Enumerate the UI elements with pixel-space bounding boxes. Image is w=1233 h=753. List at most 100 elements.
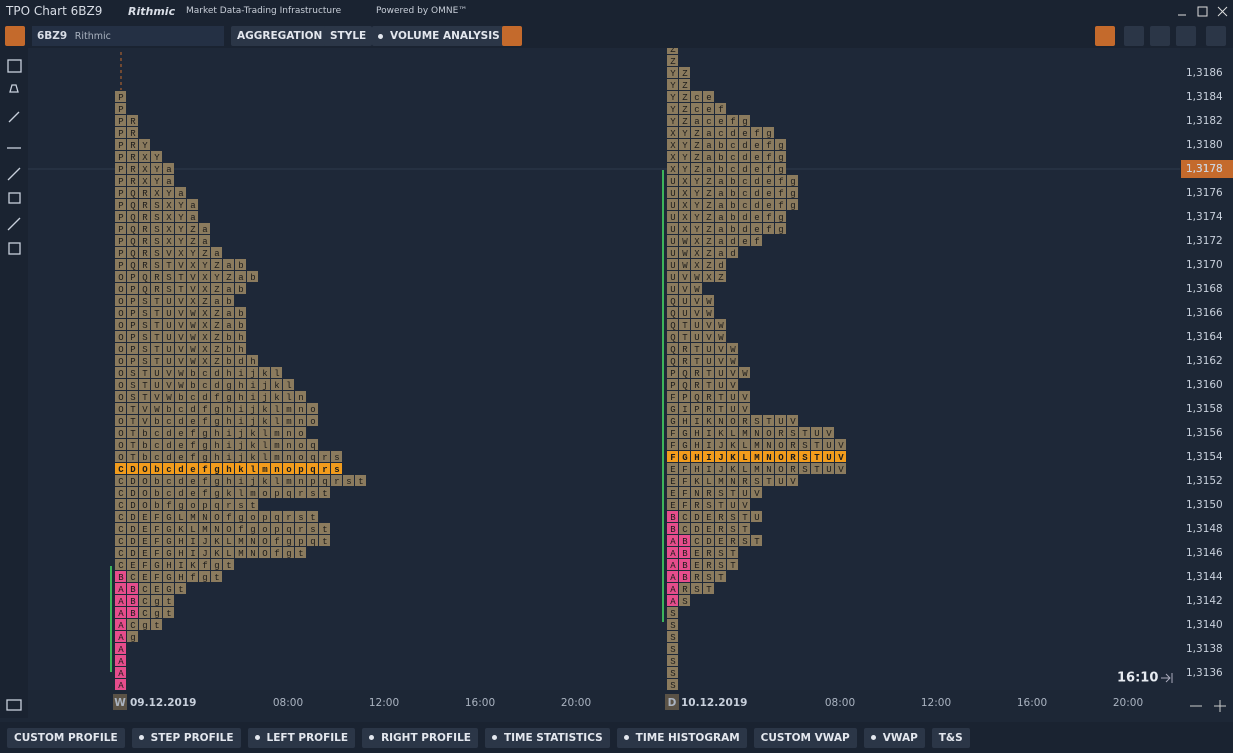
tpo-cell <box>799 451 810 462</box>
style-button[interactable]: STYLE <box>324 26 373 46</box>
panel-button[interactable] <box>1206 26 1226 46</box>
tpo-cell <box>703 583 714 594</box>
tool-button[interactable] <box>1124 26 1144 46</box>
profile-button[interactable]: VWAP <box>863 727 925 748</box>
tpo-cell <box>199 427 210 438</box>
tpo-cell <box>211 463 222 474</box>
tpo-cell <box>691 223 702 234</box>
tpo-cell <box>187 439 198 450</box>
tpo-cell <box>727 175 738 186</box>
profile-button[interactable]: TIME HISTOGRAM <box>616 727 747 748</box>
tpo-cell <box>727 355 738 366</box>
tpo-cell <box>715 139 726 150</box>
tpo-cell <box>247 379 258 390</box>
tpo-cell <box>811 427 822 438</box>
tpo-row: PQRSVXYZa <box>118 249 220 259</box>
profile-button[interactable]: CUSTOM VWAP <box>753 727 857 748</box>
tpo-cell <box>667 139 678 150</box>
tpo-cell <box>127 475 138 486</box>
tpo-cell <box>667 271 678 282</box>
tpo-cell <box>667 235 678 246</box>
tpo-cell <box>223 343 234 354</box>
tpo-cell <box>175 487 186 498</box>
tpo-cell <box>127 259 138 270</box>
tpo-cell <box>727 199 738 210</box>
tpo-cell <box>139 379 150 390</box>
label: VWAP <box>882 731 918 744</box>
tpo-cell <box>751 463 762 474</box>
tpo-cell <box>127 235 138 246</box>
scroll-end[interactable] <box>1161 673 1173 683</box>
profile-button[interactable]: LEFT PROFILE <box>247 727 356 748</box>
tpo-cell <box>199 247 210 258</box>
icon[interactable] <box>7 167 21 181</box>
tool-button[interactable] <box>1095 26 1115 46</box>
icon[interactable] <box>7 59 22 73</box>
profile-button[interactable]: RIGHT PROFILE <box>362 727 478 748</box>
tpo-cell <box>703 427 714 438</box>
close[interactable] <box>1217 6 1228 17</box>
icon[interactable] <box>9 84 19 93</box>
tpo-cell <box>259 535 270 546</box>
tpo-row: XYZacdefg <box>670 129 771 139</box>
tpo-cell <box>763 451 774 462</box>
tpo-cell <box>283 379 294 390</box>
tpo-cell <box>283 487 294 498</box>
tpo-cell <box>679 547 690 558</box>
tpo-cell <box>667 667 678 678</box>
tpo-cell <box>703 451 714 462</box>
aggregation-button[interactable]: AGGREGATION <box>231 26 329 46</box>
sidebar <box>0 48 28 718</box>
zoom-in[interactable] <box>1214 700 1226 712</box>
tool-button[interactable] <box>1150 26 1170 46</box>
settings-button[interactable] <box>1176 26 1196 46</box>
tpo-cell <box>163 475 174 486</box>
tpo-cell <box>175 283 186 294</box>
tpo-row: S <box>670 657 675 667</box>
icon[interactable] <box>8 111 20 123</box>
tpo-cell <box>739 463 750 474</box>
tpo-cell <box>247 523 258 534</box>
tpo-cell <box>187 547 198 558</box>
profile-button[interactable]: CUSTOM PROFILE <box>7 727 125 748</box>
tpo-cell <box>775 211 786 222</box>
tpo-cell <box>115 643 126 654</box>
tpo-cell <box>691 523 702 534</box>
tpo-row: S <box>670 669 675 679</box>
tpo-cell <box>211 547 222 558</box>
tpo-cell <box>679 379 690 390</box>
profile-button[interactable]: STEP PROFILE <box>131 727 241 748</box>
tpo-cell <box>151 175 162 186</box>
tpo-cell <box>307 403 318 414</box>
tpo-cell <box>127 223 138 234</box>
tpo-cell <box>247 487 258 498</box>
tpo-cell <box>715 439 726 450</box>
volume-analysis-button[interactable]: VOLUME ANALYSIS <box>372 26 506 46</box>
icon[interactable] <box>7 217 21 231</box>
tpo-row: QTUVW <box>670 333 724 343</box>
tpo-cell <box>175 319 186 330</box>
profile-button[interactable]: T&S <box>931 727 970 748</box>
tpo-cell <box>115 307 126 318</box>
icon[interactable] <box>8 192 21 204</box>
window-controls[interactable] <box>1170 0 1233 24</box>
tpo-cell <box>115 247 126 258</box>
tpo-cell <box>139 619 150 630</box>
tpo-cell <box>211 475 222 486</box>
tpo-cell <box>235 319 246 330</box>
tpo-cell <box>667 391 678 402</box>
icon[interactable] <box>8 242 21 255</box>
panel-toggle[interactable] <box>5 26 25 46</box>
profile-button[interactable]: TIME STATISTICS <box>484 727 610 748</box>
symbol-box[interactable]: 6BZ9 Rithmic <box>32 26 224 46</box>
tpo-cell <box>691 583 702 594</box>
tpo-cell <box>151 355 162 366</box>
tpo-cell <box>739 115 750 126</box>
info-button[interactable] <box>502 26 522 46</box>
tpo-cell <box>187 367 198 378</box>
icon[interactable] <box>6 699 22 711</box>
tpo-cell <box>115 115 126 126</box>
label: CUSTOM VWAP <box>760 731 850 744</box>
maximize[interactable] <box>1197 6 1208 17</box>
tpo-cell <box>271 475 282 486</box>
